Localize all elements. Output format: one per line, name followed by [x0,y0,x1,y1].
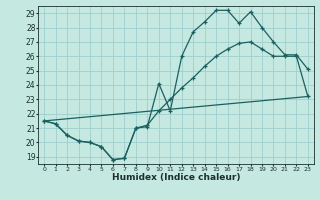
X-axis label: Humidex (Indice chaleur): Humidex (Indice chaleur) [112,173,240,182]
